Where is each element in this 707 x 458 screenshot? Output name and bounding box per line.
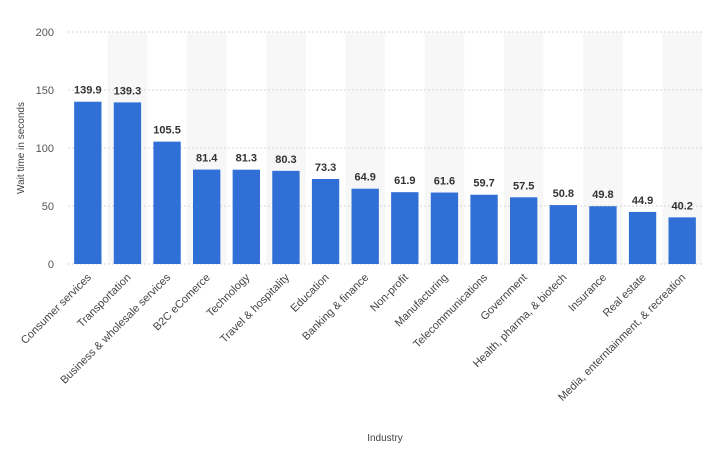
y-axis-ticks: 0 50 100 150 200: [36, 27, 54, 271]
data-label: 81.4: [196, 153, 218, 165]
bar[interactable]: [668, 217, 696, 264]
category-label: Banking & finance: [300, 272, 371, 343]
bar[interactable]: [510, 197, 538, 264]
data-label: 64.9: [354, 172, 375, 184]
data-labels: 139.9 139.3 105.5 81.4 81.3 80.3 73.3 64.9 61.9 6…: [74, 85, 693, 213]
category-label: Travel & hospitality: [218, 271, 292, 345]
data-label: 40.2: [671, 200, 692, 212]
data-label: 139.3: [114, 85, 142, 97]
bars: [74, 101, 696, 264]
bar[interactable]: [628, 211, 657, 264]
x-axis-category-labels: Consumer servicesTransportationBusiness …: [19, 271, 688, 403]
data-label: 57.5: [513, 180, 534, 192]
data-label: 105.5: [153, 125, 181, 137]
bar[interactable]: [232, 169, 260, 264]
bar[interactable]: [589, 206, 617, 264]
y-tick-label: 0: [48, 259, 54, 271]
bar[interactable]: [113, 102, 142, 264]
data-label: 139.9: [74, 85, 102, 97]
data-label: 73.3: [315, 162, 336, 174]
bar[interactable]: [193, 169, 221, 264]
bar[interactable]: [351, 188, 379, 264]
bar[interactable]: [153, 141, 181, 264]
bar[interactable]: [272, 170, 300, 264]
data-label: 50.8: [553, 188, 574, 200]
bar[interactable]: [430, 192, 459, 264]
data-label: 61.6: [434, 176, 455, 188]
bar[interactable]: [391, 192, 419, 264]
y-tick-label: 150: [36, 85, 54, 97]
data-label: 44.9: [632, 195, 653, 207]
data-label: 59.7: [473, 178, 494, 190]
y-tick-label: 200: [36, 27, 54, 39]
data-label: 61.9: [394, 175, 415, 187]
bar[interactable]: [74, 101, 102, 264]
y-axis-title: Wait time in seconds: [16, 102, 27, 194]
bar[interactable]: [311, 178, 340, 264]
bar[interactable]: [549, 205, 577, 264]
category-label: Telecommunications: [411, 271, 490, 350]
data-label: 80.3: [275, 154, 296, 166]
y-tick-label: 100: [36, 143, 54, 155]
y-tick-label: 50: [42, 201, 54, 213]
data-label: 81.3: [236, 153, 257, 165]
category-label: Consumer services: [19, 271, 94, 346]
bar[interactable]: [470, 194, 498, 264]
data-label: 49.8: [592, 189, 613, 201]
x-axis-title: Industry: [367, 433, 403, 444]
